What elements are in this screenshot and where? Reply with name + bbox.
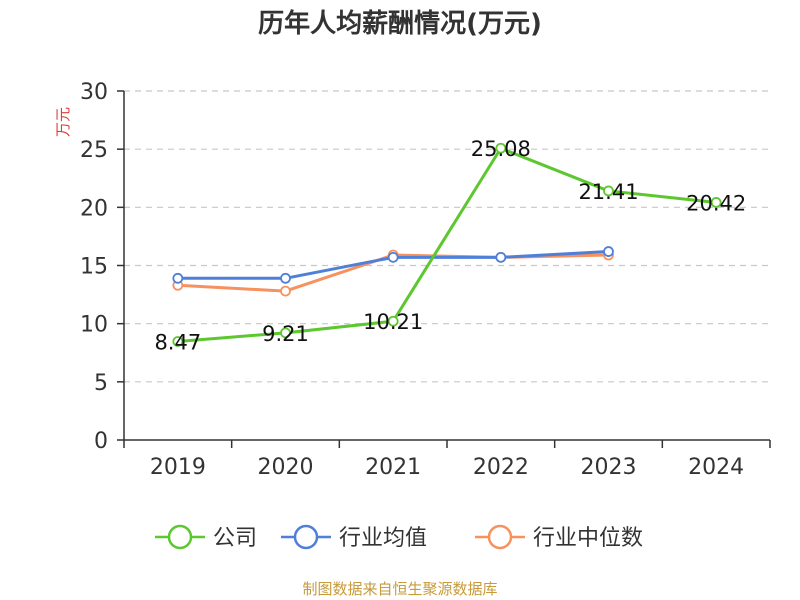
data-point[interactable]: [172, 272, 184, 284]
data-label: 10.21: [363, 310, 423, 334]
y-tick-label: 15: [80, 255, 108, 280]
axes: 0 5 10 15 20 25 30 2019 2020 2021 2022 2023 2024: [80, 80, 771, 480]
x-tick-label: 2021: [365, 455, 421, 480]
data-label: 25.08: [471, 137, 531, 161]
series-2: [172, 246, 614, 284]
data-point[interactable]: [495, 251, 507, 263]
y-tick-label: 25: [80, 138, 108, 163]
data-point[interactable]: [603, 185, 614, 197]
y-tick-label: 5: [94, 371, 108, 396]
x-tick-label: 2020: [258, 455, 314, 480]
series-line: [177, 146, 717, 343]
data-point[interactable]: [280, 327, 291, 339]
data-point[interactable]: [280, 285, 291, 297]
legend-label: 行业均值: [339, 526, 427, 551]
legend-marker: [487, 524, 513, 550]
x-tick-label: 2022: [473, 455, 529, 480]
data-point[interactable]: [387, 251, 399, 263]
y-tick-label: 0: [94, 429, 108, 454]
chart-title: 历年人均薪酬情况(万元): [258, 8, 542, 39]
x-tick-label: 2023: [581, 455, 637, 480]
data-point[interactable]: [710, 197, 722, 208]
data-point[interactable]: [495, 142, 507, 154]
y-axis-label: 万元: [54, 107, 72, 137]
legend-item-1[interactable]: 公司: [155, 524, 257, 551]
x-tick-label: 2019: [150, 455, 206, 480]
data-label: 21.41: [578, 180, 638, 204]
source-text: 制图数据来自恒生聚源数据库: [302, 580, 497, 598]
legend-marker: [293, 524, 319, 550]
data-label: 8.47: [154, 330, 201, 354]
legend-item-2[interactable]: 行业均值: [281, 524, 427, 551]
legend[interactable]: 公司 行业均值 行业中位数: [155, 524, 643, 551]
data-point[interactable]: [387, 315, 399, 327]
y-tick-label: 10: [80, 313, 108, 338]
x-tick-label: 2024: [688, 455, 744, 480]
data-point[interactable]: [603, 246, 614, 257]
legend-marker: [167, 524, 193, 550]
data-point[interactable]: [172, 336, 184, 347]
grid-lines: [124, 90, 770, 383]
series-1: 8.47 9.21 10.21 25.08 21.41 20.42: [154, 137, 746, 354]
data-label: 20.42: [686, 191, 746, 215]
legend-label: 公司: [213, 526, 257, 551]
y-tick-label: 30: [80, 80, 108, 105]
legend-item-3[interactable]: 行业中位数: [475, 524, 643, 551]
data-label: 9.21: [262, 322, 309, 346]
y-tick-label: 20: [80, 196, 108, 221]
series-layer: 8.47 9.21 10.21 25.08 21.41 20.42: [154, 137, 746, 354]
data-point[interactable]: [280, 272, 291, 284]
legend-label: 行业中位数: [533, 526, 643, 551]
